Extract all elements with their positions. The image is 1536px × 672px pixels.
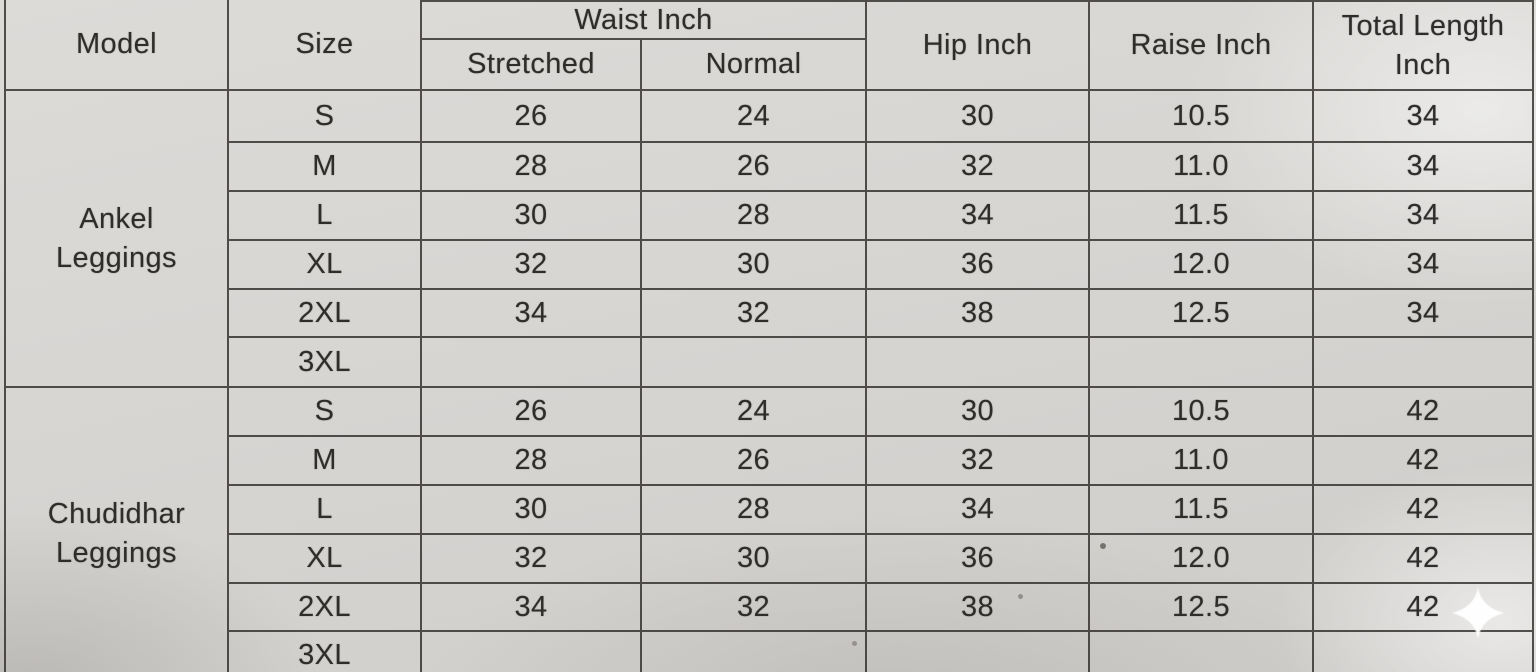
hip-cell: 38: [867, 584, 1090, 632]
hip-cell: 36: [867, 241, 1090, 290]
total-length-cell: 34: [1314, 143, 1534, 192]
raise-cell: 12.0: [1090, 241, 1314, 290]
size-cell: L: [229, 192, 422, 241]
waist-normal-cell: 32: [642, 290, 867, 338]
waist-normal-cell: 26: [642, 143, 867, 192]
waist-normal-cell: 30: [642, 535, 867, 584]
total-length-cell: 34: [1314, 91, 1534, 143]
raise-cell: 12.5: [1090, 290, 1314, 338]
hip-cell: 30: [867, 91, 1090, 143]
waist-stretched-cell: 26: [422, 388, 642, 437]
waist-stretched-cell: 28: [422, 143, 642, 192]
total-length-cell: [1314, 338, 1534, 388]
waist-stretched-cell: 26: [422, 91, 642, 143]
photo-speck: [1018, 594, 1023, 599]
header-waist: Waist Inch: [422, 0, 867, 40]
raise-cell: 12.0: [1090, 535, 1314, 584]
model-cell-chudidhar-leggings: Chudidhar Leggings: [6, 388, 229, 672]
waist-normal-cell: [642, 338, 867, 388]
waist-stretched-cell: [422, 632, 642, 672]
header-waist-normal: Normal: [642, 40, 867, 91]
hip-cell: 36: [867, 535, 1090, 584]
waist-stretched-cell: 32: [422, 535, 642, 584]
total-length-cell: 42: [1314, 535, 1534, 584]
waist-stretched-cell: 32: [422, 241, 642, 290]
hip-cell: 32: [867, 143, 1090, 192]
waist-stretched-cell: 34: [422, 584, 642, 632]
waist-normal-cell: 30: [642, 241, 867, 290]
waist-stretched-cell: [422, 338, 642, 388]
size-cell: L: [229, 486, 422, 535]
raise-cell: 11.0: [1090, 437, 1314, 486]
hip-cell: [867, 632, 1090, 672]
waist-normal-cell: 32: [642, 584, 867, 632]
hip-cell: 34: [867, 486, 1090, 535]
hip-cell: [867, 338, 1090, 388]
header-total-length: Total Length Inch: [1314, 0, 1534, 91]
waist-normal-cell: 28: [642, 192, 867, 241]
model-label: Ankel Leggings: [56, 203, 177, 274]
hip-cell: 38: [867, 290, 1090, 338]
size-chart-table: Model Size Waist Inch Stretched Normal H…: [4, 0, 1534, 672]
waist-stretched-cell: 28: [422, 437, 642, 486]
total-length-cell: 34: [1314, 241, 1534, 290]
size-cell: 2XL: [229, 290, 422, 338]
raise-cell: [1090, 338, 1314, 388]
size-cell: M: [229, 143, 422, 192]
header-hip: Hip Inch: [867, 0, 1090, 91]
photo-speck: [1100, 543, 1106, 549]
total-length-cell: 42: [1314, 388, 1534, 437]
sparkle-icon: [1452, 587, 1504, 639]
size-cell: 2XL: [229, 584, 422, 632]
total-length-cell: 42: [1314, 486, 1534, 535]
hip-cell: 30: [867, 388, 1090, 437]
waist-normal-cell: 28: [642, 486, 867, 535]
total-length-cell: 42: [1314, 437, 1534, 486]
total-length-cell: [1314, 632, 1534, 672]
size-cell: S: [229, 91, 422, 143]
header-raise: Raise Inch: [1090, 0, 1314, 91]
size-cell: 3XL: [229, 338, 422, 388]
header-model: Model: [6, 0, 229, 91]
raise-cell: 10.5: [1090, 91, 1314, 143]
hip-cell: 34: [867, 192, 1090, 241]
size-cell: S: [229, 388, 422, 437]
waist-normal-cell: 24: [642, 388, 867, 437]
header-waist-stretched: Stretched: [422, 40, 642, 91]
model-label: Chudidhar Leggings: [47, 498, 186, 569]
raise-cell: 12.5: [1090, 584, 1314, 632]
photo-speck: [852, 641, 857, 646]
total-length-cell: 34: [1314, 290, 1534, 338]
raise-cell: 11.5: [1090, 486, 1314, 535]
size-cell: XL: [229, 241, 422, 290]
size-cell: 3XL: [229, 632, 422, 672]
raise-cell: 11.0: [1090, 143, 1314, 192]
waist-stretched-cell: 30: [422, 486, 642, 535]
model-cell-ankel-leggings: Ankel Leggings: [6, 91, 229, 388]
size-cell: M: [229, 437, 422, 486]
total-length-cell: 34: [1314, 192, 1534, 241]
waist-stretched-cell: 34: [422, 290, 642, 338]
waist-normal-cell: [642, 632, 867, 672]
raise-cell: 11.5: [1090, 192, 1314, 241]
raise-cell: [1090, 632, 1314, 672]
size-cell: XL: [229, 535, 422, 584]
hip-cell: 32: [867, 437, 1090, 486]
header-total-length-label: Total Length Inch: [1341, 10, 1505, 81]
raise-cell: 10.5: [1090, 388, 1314, 437]
waist-normal-cell: 26: [642, 437, 867, 486]
total-length-cell: 42: [1314, 584, 1534, 632]
header-size: Size: [229, 0, 422, 91]
waist-stretched-cell: 30: [422, 192, 642, 241]
waist-normal-cell: 24: [642, 91, 867, 143]
